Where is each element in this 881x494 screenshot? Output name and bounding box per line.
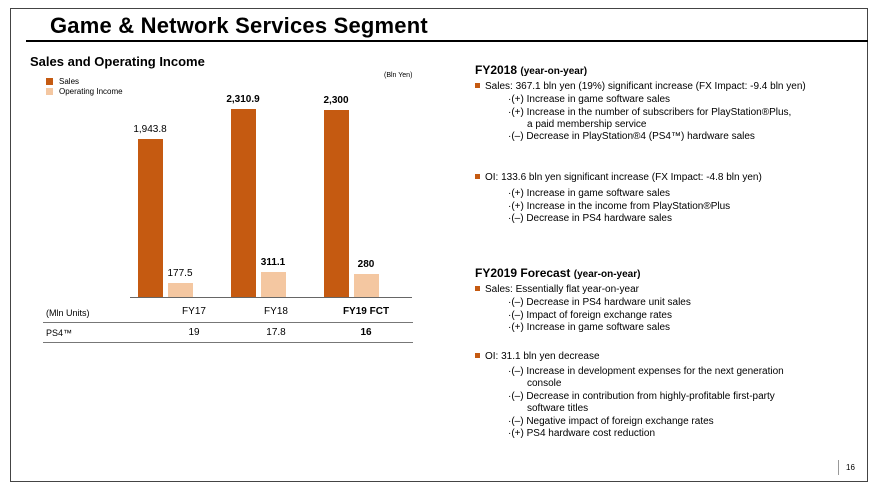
chart-title: Sales and Operating Income (30, 54, 205, 69)
table-cell-fy19-fct: 16 (360, 327, 372, 338)
bullet-icon (475, 353, 480, 358)
fy2018-heading-suffix: (year-on-year) (520, 66, 588, 77)
page-number: 16 (846, 463, 855, 472)
chart-baseline (130, 297, 412, 298)
fy2019-oi-item-cont: software titles (527, 403, 589, 414)
table-bottom-rule (43, 342, 413, 343)
chart-unit: (Bln Yen) (384, 72, 413, 79)
fy2019-oi-item: ·(+) PS4 hardware cost reduction (508, 428, 656, 439)
table-unit-label: (Mln Units) (46, 308, 90, 318)
table-header-fy17: FY17 (182, 306, 206, 317)
table-cell-fy18: 17.8 (266, 327, 286, 338)
fy2019-sales: Sales: Essentially flat year-on-year (475, 284, 639, 295)
table-header-fy19-fct: FY19 FCT (342, 306, 390, 317)
data-label-operating-income-fy18: 311.1 (260, 256, 286, 268)
fy2019-sales-item: ·(–) Decrease in PS4 hardware unit sales (508, 297, 691, 308)
fy2018-sales-item: ·(+) Increase in game software sales (508, 94, 671, 105)
fy2018-sales-text: Sales: 367.1 bln yen (19%) significant i… (485, 81, 806, 92)
title-underline (26, 40, 868, 42)
fy2019-oi: OI: 31.1 bln yen decrease (475, 351, 600, 362)
legend-label-sales: Sales (59, 76, 80, 86)
legend-swatch-sales (46, 77, 53, 85)
data-label-operating-income-fy19-fct: 280 (357, 259, 375, 271)
fy2019-heading-suffix: (year-on-year) (573, 269, 641, 280)
fy2019-sales-item: ·(–) Impact of foreign exchange rates (508, 310, 672, 321)
bar-sales-fy17 (137, 138, 163, 297)
legend-label-operating-income: Operating Income (59, 86, 123, 96)
bar-sales-fy18 (230, 109, 256, 297)
table-cell-fy17: 19 (188, 327, 200, 338)
legend-item-operating-income: Operating Income (46, 86, 123, 96)
bar-operating-income-fy19-fct (353, 274, 379, 297)
fy2018-sales-item-cont: a paid membership service (527, 119, 647, 130)
fy2018-oi-text: OI: 133.6 bln yen significant increase (… (485, 172, 762, 183)
page-number-divider (838, 460, 839, 475)
data-label-sales-fy18: 2,310.9 (226, 94, 260, 105)
bullet-icon (475, 83, 480, 88)
fy2019-oi-item: ·(–) Negative impact of foreign exchange… (508, 416, 714, 427)
fy2019-sales-text: Sales: Essentially flat year-on-year (485, 284, 639, 295)
table-header-fy18: FY18 (264, 306, 288, 317)
fy2019-sales-item: ·(+) Increase in game software sales (508, 322, 671, 333)
bar-operating-income-fy18 (260, 271, 286, 297)
fy2019-oi-text: OI: 31.1 bln yen decrease (485, 351, 600, 362)
data-label-sales-fy17: 1,943.8 (133, 123, 167, 135)
fy2018-sales-item: ·(–) Decrease in PlayStation®4 (PS4™) ha… (508, 131, 755, 142)
fy2018-sales-item: ·(+) Increase in the number of subscribe… (508, 107, 792, 118)
fy2019-heading: FY2019 Forecast (year-on-year) (475, 266, 640, 280)
bar-sales-fy19-fct (323, 109, 349, 297)
bar-operating-income-fy17 (167, 282, 193, 297)
slide-title: Game & Network Services Segment (50, 13, 428, 38)
fy2018-oi-item: ·(+) Increase in game software sales (508, 188, 671, 199)
fy2019-heading-text: FY2019 Forecast (475, 266, 571, 280)
fy2018-heading: FY2018 (year-on-year) (475, 63, 587, 77)
fy2018-oi-item: ·(+) Increase in the income from PlaySta… (508, 201, 731, 212)
legend-item-sales: Sales (46, 76, 123, 86)
slide-frame (10, 8, 868, 482)
data-label-operating-income-fy17: 177.5 (167, 267, 193, 279)
bullet-icon (475, 174, 480, 179)
legend-swatch-operating-income (46, 87, 53, 95)
fy2018-heading-text: FY2018 (475, 63, 518, 77)
fy2019-oi-item: ·(–) Decrease in contribution from highl… (508, 391, 775, 402)
fy2019-oi-item-cont: console (527, 378, 562, 389)
data-label-sales-fy19-fct: 2,300 (323, 94, 349, 106)
fy2018-oi-item: ·(–) Decrease in PS4 hardware sales (508, 213, 672, 224)
chart-legend: Sales Operating Income (46, 76, 123, 96)
table-row-label-ps4: PS4™ (46, 328, 73, 338)
fy2018-oi: OI: 133.6 bln yen significant increase (… (475, 172, 762, 183)
fy2018-sales: Sales: 367.1 bln yen (19%) significant i… (475, 81, 806, 92)
bullet-icon (475, 286, 480, 291)
table-top-rule (43, 322, 413, 323)
fy2019-oi-item: ·(–) Increase in development expenses fo… (508, 366, 784, 377)
